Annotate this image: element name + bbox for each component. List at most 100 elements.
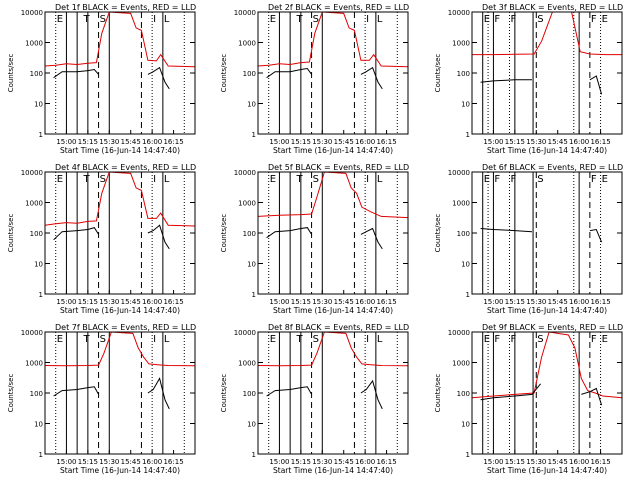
panel-6-y-tick-label: 100 — [457, 230, 470, 238]
panel-4-x-tick-label: 16:00 — [142, 298, 162, 306]
panel-2-y-tick-label: 100 — [243, 70, 256, 78]
panel-7-y-tick-label: 10 — [34, 421, 43, 429]
panel-7-plot-frame — [44, 331, 196, 455]
panel-8-y-tick-label: 1 — [252, 451, 256, 459]
panel-5-marker-letter: T — [296, 174, 304, 185]
panel-5-series-red-0 — [257, 171, 409, 219]
panel-5-y-tick-label: 10000 — [234, 169, 256, 177]
panel-4-x-tick-label: 15:30 — [99, 298, 119, 306]
panel-6-marker-letter: F — [591, 174, 597, 185]
panel-9-x-tick-label: 15:45 — [548, 458, 568, 466]
panel-1-marker-letter: T — [83, 14, 91, 25]
panel-5-x-tick-label: 16:00 — [355, 298, 375, 306]
panel-7-marker-letter: S — [100, 334, 106, 345]
panel-1-marker-letter: S — [100, 14, 106, 25]
panel-5-y-label: Counts/sec — [220, 214, 228, 253]
panel-4-y-tick-label: 10 — [34, 261, 43, 269]
panel-1-x-tick-label: 15:00 — [56, 138, 76, 146]
panel-4-x-tick-label: 15:00 — [56, 298, 76, 306]
panel-8-x-tick-label: 16:00 — [355, 458, 375, 466]
panel-7-title: Det 7f BLACK = Events, RED = LLD — [55, 323, 196, 332]
panel-9-y-tick-label: 10 — [461, 421, 470, 429]
panel-4-series-red-0 — [44, 171, 196, 227]
panel-7-series-black-2 — [147, 377, 170, 410]
panel-8-y-tick-label: 1000 — [238, 360, 256, 368]
panel-3-marker-letter: E — [484, 14, 490, 25]
panel-5-x-tick-label: 15:30 — [312, 298, 332, 306]
panel-1-title: Det 1f BLACK = Events, RED = LLD — [55, 3, 196, 12]
panel-4-y-tick-label: 100 — [30, 230, 43, 238]
panel-8-title: Det 8f BLACK = Events, RED = LLD — [268, 323, 409, 332]
panel-8-y-label: Counts/sec — [220, 374, 228, 413]
panel-1-marker-letter: L — [164, 14, 170, 25]
panel-6-x-tick-label: 16:00 — [569, 298, 589, 306]
panel-6-marker-letter: S — [537, 174, 543, 185]
panel-5-series-black-2 — [360, 227, 383, 250]
panel-6-y-tick-label: 10 — [461, 261, 470, 269]
panel-5-y-tick-label: 100 — [243, 230, 256, 238]
panel-9-marker-letter: F — [591, 334, 597, 345]
panel-1-x-tick-label: 15:30 — [99, 138, 119, 146]
panel-8-marker-letter: E — [270, 334, 276, 345]
panel-1-x-tick-label: 15:45 — [121, 138, 141, 146]
panel-5-y-tick-label: 10 — [247, 261, 256, 269]
panel-8-series-red-0 — [257, 331, 409, 367]
panel-1-y-label: Counts/sec — [7, 54, 15, 93]
panel-2-marker-letter: E — [270, 14, 276, 25]
panel-9-x-label: Start Time (16-Jun-14 14:47:40) — [487, 466, 607, 475]
panel-8-marker-letter: L — [377, 334, 383, 345]
panel-8-x-tick-label: 16:15 — [376, 458, 396, 466]
panel-2-y-tick-label: 10000 — [234, 9, 256, 17]
panel-1-x-label: Start Time (16-Jun-14 14:47:40) — [60, 146, 180, 155]
panel-2-series-black-1 — [266, 67, 313, 79]
panel-3-x-tick-label: 15:00 — [483, 138, 503, 146]
panel-1-plot-frame — [44, 11, 196, 135]
panel-5-y-tick-label: 1 — [252, 291, 256, 299]
panel-5-x-label: Start Time (16-Jun-14 14:47:40) — [273, 306, 393, 315]
panel-9-x-tick-label: 15:00 — [483, 458, 503, 466]
panel-8-x-tick-label: 15:30 — [312, 458, 332, 466]
panel-2-marker-letter: T — [296, 14, 304, 25]
panel-4-plot-frame — [44, 171, 196, 295]
panel-6-series-black-0 — [480, 228, 533, 233]
panel-9-marker-letter: S — [537, 334, 543, 345]
panel-1-y-tick-label: 1 — [39, 131, 43, 139]
panel-8-y-tick-label: 10000 — [234, 329, 256, 337]
panel-3-plot-frame — [471, 11, 623, 135]
panel-9-series-black-1 — [480, 383, 541, 401]
panel-2-y-tick-label: 10 — [247, 101, 256, 109]
panel-1-y-tick-label: 100 — [30, 70, 43, 78]
panel-8-y-tick-label: 10 — [247, 421, 256, 429]
panel-3-x-tick-label: 15:30 — [526, 138, 546, 146]
panel-1-series-red-0 — [44, 11, 196, 68]
panel-7-marker-letter: E — [57, 334, 63, 345]
panel-8-marker-letter: S — [313, 334, 319, 345]
panel-3-marker-letter: F — [511, 14, 517, 25]
panel-7-x-tick-label: 15:15 — [78, 458, 98, 466]
panel-7-y-tick-label: 10000 — [21, 329, 43, 337]
panel-3-x-tick-label: 15:45 — [548, 138, 568, 146]
panel-7-y-label: Counts/sec — [7, 374, 15, 413]
panel-7-x-tick-label: 16:00 — [142, 458, 162, 466]
panel-2-marker-letter: S — [313, 14, 319, 25]
panel-7-series-red-0 — [44, 331, 196, 367]
panel-3-x-label: Start Time (16-Jun-14 14:47:40) — [487, 146, 607, 155]
panel-5-x-tick-label: 15:45 — [334, 298, 354, 306]
panel-5-title: Det 5f BLACK = Events, RED = LLD — [268, 163, 409, 172]
panel-3-x-tick-label: 15:15 — [505, 138, 525, 146]
panel-8-x-tick-label: 15:00 — [269, 458, 289, 466]
panel-1-marker-letter: E — [57, 14, 63, 25]
panel-1-x-tick-label: 16:15 — [163, 138, 183, 146]
panel-6-x-tick-label: 15:45 — [548, 298, 568, 306]
panel-2-series-red-0 — [257, 11, 409, 68]
panel-6-x-tick-label: 15:00 — [483, 298, 503, 306]
panel-4-marker-letter: T — [83, 174, 91, 185]
panel-3-y-tick-label: 1000 — [452, 40, 470, 48]
panel-9-x-tick-label: 16:00 — [569, 458, 589, 466]
panel-6-x-label: Start Time (16-Jun-14 14:47:40) — [487, 306, 607, 315]
panel-5-marker-letter: I — [366, 174, 369, 185]
panel-6-y-label: Counts/sec — [434, 214, 442, 253]
panel-3-marker-letter: E — [602, 14, 608, 25]
panel-1-x-tick-label: 15:15 — [78, 138, 98, 146]
panel-5-x-tick-label: 15:00 — [269, 298, 289, 306]
